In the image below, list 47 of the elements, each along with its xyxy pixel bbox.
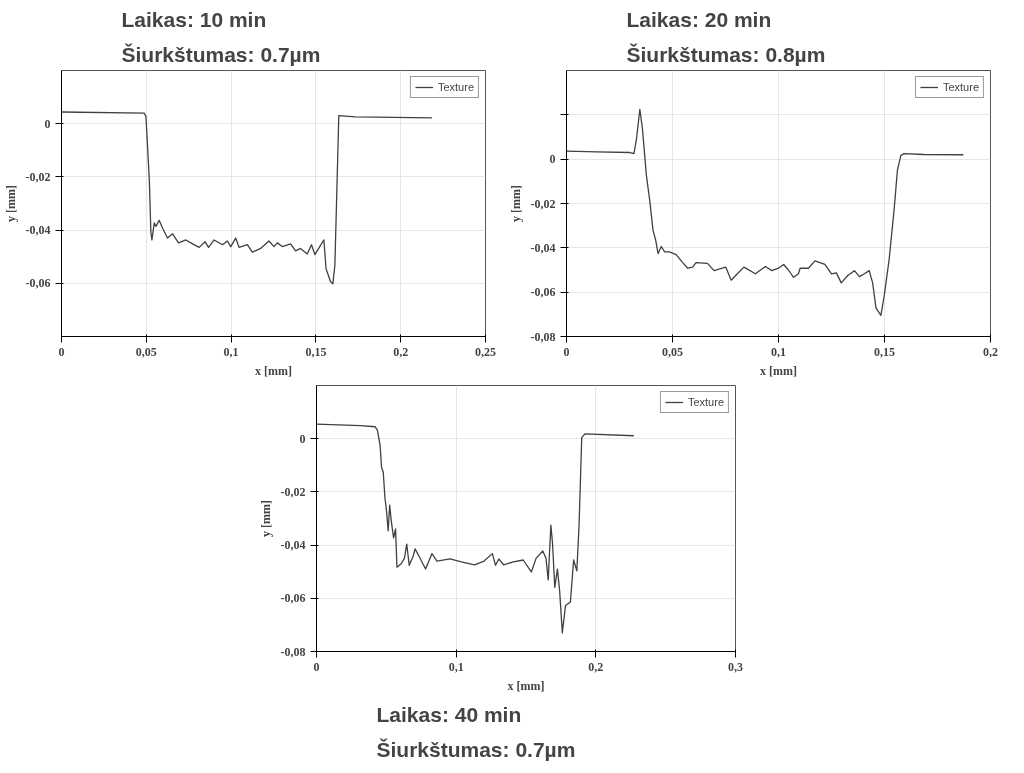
text: Šiurkštumas: 0.7µm (376, 737, 576, 761)
text: Laikas: 40 min (376, 702, 522, 726)
x-tick-label: 0,05 (662, 344, 683, 359)
x-tick-label: 0,25 (475, 344, 496, 359)
line-series (61, 111, 433, 285)
x-axis-title: x [mm] (507, 678, 545, 693)
y-tick-label: -0,08 (280, 644, 306, 659)
y-axis-title: y [mm] (258, 500, 273, 537)
x-tick-label: 0,2 (393, 344, 409, 359)
y-tick-label: -0,04 (280, 538, 306, 553)
x-axis-title: x [mm] (760, 363, 797, 378)
y-tick-label: 0 (299, 431, 306, 446)
legend-label: Texture (437, 81, 474, 93)
y-tick-label: -0,08 (530, 329, 556, 344)
chart-subtitle: Šiurkštumas: 0.7µm (121, 42, 321, 66)
y-tick-label: -0,02 (280, 484, 306, 499)
y-tick-label: 0 (549, 152, 556, 167)
chart-title: Laikas: 20 min (626, 7, 772, 31)
x-tick-label: 0,2 (588, 659, 604, 674)
x-tick-label: 0 (563, 344, 570, 359)
x-tick-label: 0 (58, 344, 65, 359)
x-tick-label: 0,2 (983, 344, 998, 359)
x-tick-label: 0,15 (305, 344, 327, 359)
legend-label: Texture (687, 396, 724, 408)
y-tick-label: -0,04 (530, 240, 556, 255)
x-tick-label: 0,1 (223, 344, 239, 359)
x-tick-label: 0,15 (874, 344, 895, 359)
y-tick-label: -0,02 (530, 196, 556, 211)
y-tick-label: -0,02 (25, 169, 51, 184)
line-series (566, 108, 965, 317)
y-tick-label: -0,04 (25, 223, 51, 238)
x-tick-label: 0,05 (135, 344, 157, 359)
y-tick-label: 0 (44, 116, 51, 131)
y-axis-title: y [mm] (3, 185, 18, 222)
chart-title: Laikas: 10 min (121, 7, 267, 31)
x-tick-label: 0 (313, 659, 320, 674)
x-tick-label: 0,3 (728, 659, 743, 674)
y-tick-label: -0,06 (530, 285, 556, 300)
y-tick-label: -0,06 (280, 591, 306, 606)
x-tick-label: 0,1 (448, 659, 464, 674)
legend-label: Texture (942, 81, 979, 93)
y-axis-title: y [mm] (508, 185, 523, 222)
x-tick-label: 0,1 (771, 344, 786, 359)
y-tick-label: -0,06 (25, 276, 51, 291)
line-series (316, 423, 635, 634)
chart-subtitle: Šiurkštumas: 0.8µm (626, 42, 826, 66)
x-axis-title: x [mm] (255, 363, 292, 378)
